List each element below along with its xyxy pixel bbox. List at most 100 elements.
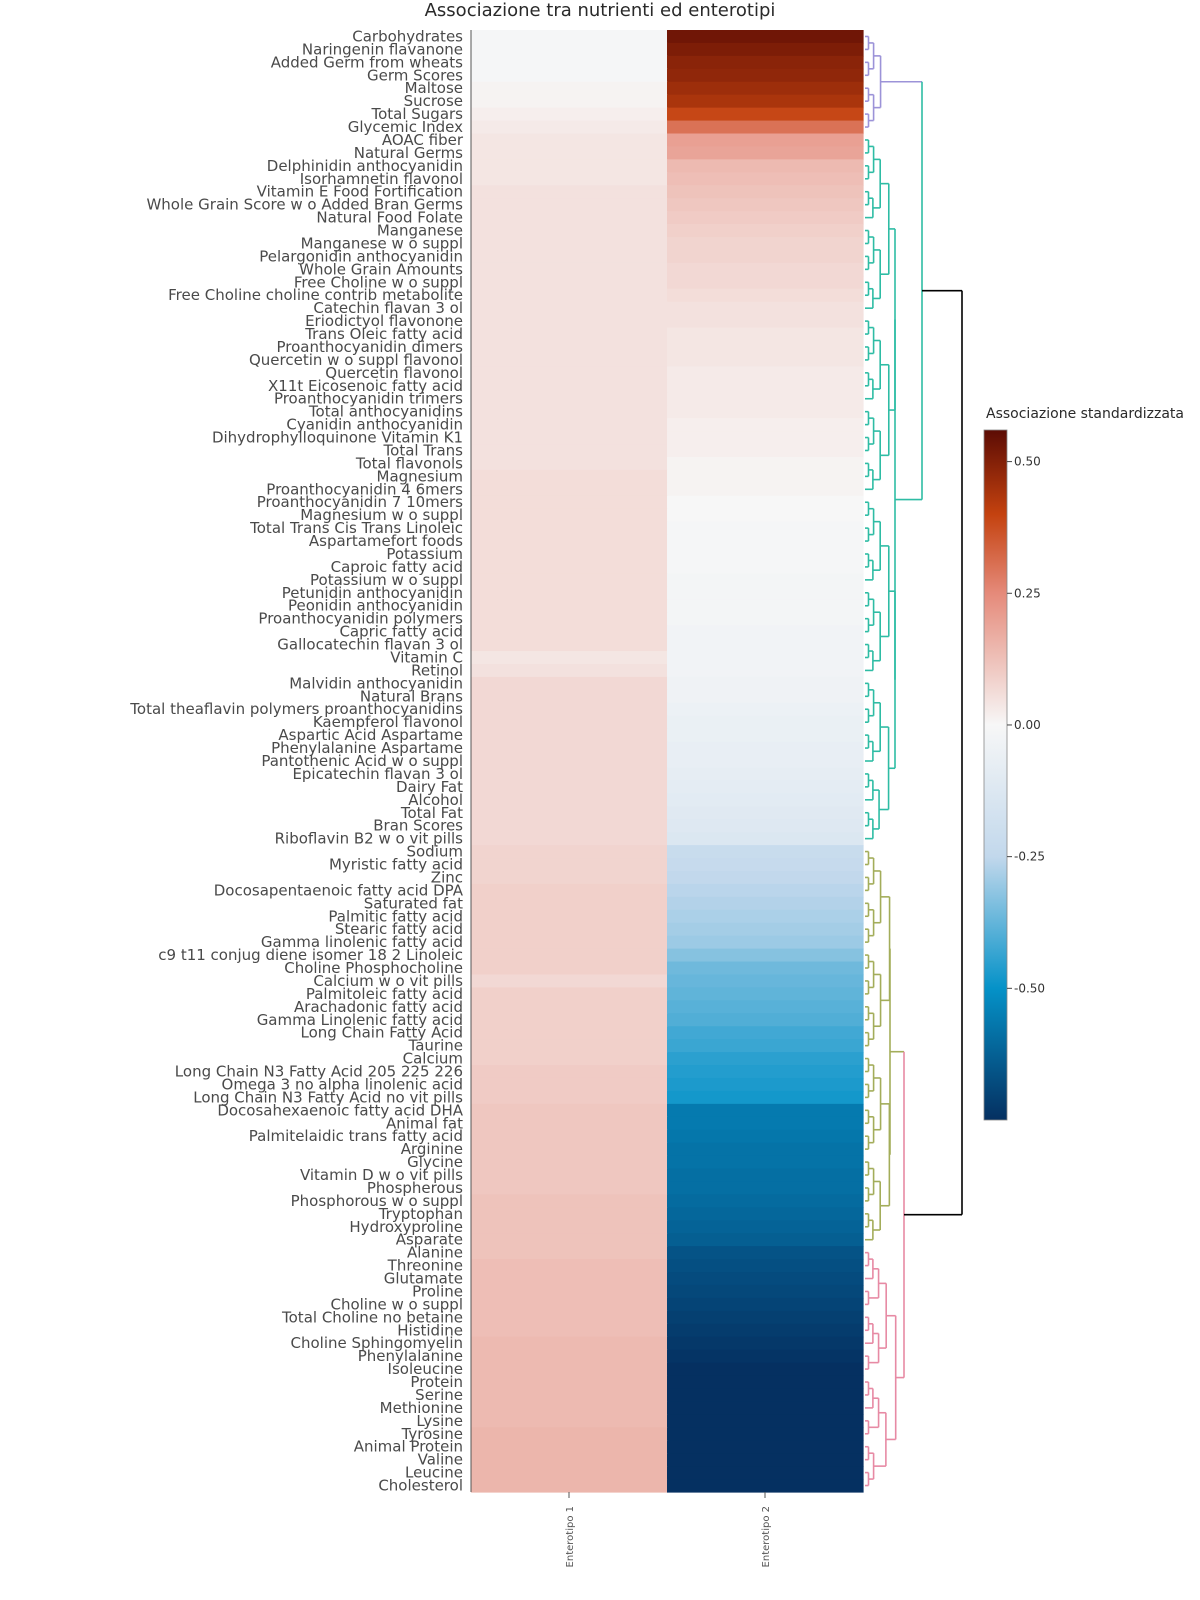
heatmap-cell [471, 1349, 668, 1364]
heatmap-cell [471, 1479, 668, 1493]
heatmap-cell [667, 935, 864, 950]
heatmap-cell [667, 1323, 864, 1338]
heatmap-cell [471, 1013, 668, 1027]
row-label: Isoleucine [388, 1360, 463, 1378]
heatmap-cell [471, 55, 668, 70]
heatmap-cell [471, 1284, 668, 1299]
heatmap-cell [667, 327, 864, 342]
row-label: Total Fat [400, 804, 463, 822]
heatmap-cell [667, 896, 864, 911]
row-label: Serine [415, 1386, 463, 1404]
row-label: Phenylalanine Aspartame [271, 739, 463, 757]
heatmap-cell [471, 1388, 668, 1403]
row-label: Lysine [416, 1412, 463, 1430]
row-label: Natural Food Folate [316, 209, 463, 227]
heatmap-cell [667, 1272, 864, 1286]
heatmap-cell [471, 935, 668, 950]
row-label: Total Sugars [370, 105, 463, 123]
heatmap-cell [667, 870, 864, 885]
row-label: Dairy Fat [396, 778, 463, 796]
heatmap-cell [471, 392, 668, 406]
row-label: Calcium [403, 1050, 463, 1068]
heatmap-cell [667, 1168, 864, 1183]
row-label: Naringenin flavanone [302, 40, 463, 58]
row-label: Capric fatty acid [339, 623, 463, 641]
row-label: Saturated fat [364, 894, 463, 912]
heatmap-cell [471, 534, 668, 549]
heatmap-cell [471, 521, 668, 536]
row-label: Cyanidin anthocyanidin [286, 416, 463, 434]
row-label: Tyrosine [401, 1425, 463, 1443]
heatmap-cell [471, 1181, 668, 1196]
heatmap-cell [667, 211, 864, 225]
heatmap-cell [667, 146, 864, 160]
row-label: Aspartic Acid Aspartame [278, 726, 463, 744]
heatmap-cell [667, 974, 864, 989]
heatmap-cell [471, 1155, 668, 1170]
heatmap-cell [667, 495, 864, 510]
heatmap-cell [471, 456, 668, 471]
row-label: Natural Germs [354, 144, 463, 162]
heatmap-cell [471, 1116, 668, 1131]
heatmap-cell [471, 1103, 668, 1118]
row-label: Total Choline no betaine [281, 1308, 463, 1326]
heatmap-cell [667, 42, 864, 57]
heatmap-cell [471, 133, 668, 148]
row-label: Eriodictyol flavonone [305, 312, 463, 330]
heatmap-cell [667, 1181, 864, 1196]
heatmap-cell [667, 133, 864, 148]
row-label: Whole Grain Score w o Added Bran Germs [146, 196, 463, 214]
heatmap-cell [667, 94, 864, 109]
row-label: Docosahexaenoic fatty acid DHA [217, 1101, 463, 1119]
heatmap-cell [471, 159, 668, 173]
heatmap-cell [471, 1259, 668, 1273]
row-label: Sodium [406, 843, 463, 861]
heatmap-cell [667, 1414, 864, 1428]
dendrogram [865, 35, 963, 1487]
heatmap-cell [667, 521, 864, 536]
heatmap-cell [667, 1077, 864, 1092]
row-label: Quercetin flavonol [325, 364, 463, 382]
heatmap-cell [667, 1427, 864, 1441]
heatmap-cell [471, 793, 668, 807]
heatmap-cell [471, 922, 668, 937]
heatmap-cell [667, 431, 864, 445]
heatmap-cell [667, 172, 864, 186]
heatmap-cell [667, 1142, 864, 1157]
heatmap-cell [667, 288, 864, 303]
heatmap-cell [471, 211, 668, 225]
heatmap-cell [471, 1375, 668, 1390]
row-label: Proanthocyanidin dimers [276, 338, 463, 356]
heatmap-cell [471, 262, 668, 277]
heatmap-cell [667, 340, 864, 355]
heatmap-cell [471, 301, 668, 316]
heatmap-cell [667, 651, 864, 665]
row-label: Proanthocyanidin polymers [258, 610, 463, 628]
row-label: Zinc [431, 868, 463, 886]
heatmap-cell [471, 1142, 668, 1157]
heatmap-cell [667, 1246, 864, 1260]
heatmap-cell [667, 689, 864, 704]
row-label: Natural Brans [360, 687, 463, 705]
heatmap-cell [471, 366, 668, 380]
heatmap-cell [471, 249, 668, 264]
heatmap-cell [667, 767, 864, 782]
row-label: Long Chain N3 Fatty Acid no vit pills [193, 1088, 463, 1106]
heatmap-cell [667, 469, 864, 484]
row-label: Bran Scores [373, 817, 463, 835]
heatmap-cell [667, 444, 864, 458]
row-label: Germ Scores [367, 66, 463, 84]
heatmap-cell [667, 508, 864, 523]
row-label: Tryptophan [378, 1205, 463, 1223]
row-label: Kaempferol flavonol [313, 713, 463, 731]
heatmap-cell [471, 1129, 668, 1144]
row-label: Docosapentaenoic fatty acid DPA [214, 881, 464, 899]
heatmap-cell [471, 780, 668, 794]
colorbar-title: Associazione standardizzata [986, 406, 1184, 422]
heatmap-cell [667, 1116, 864, 1131]
heatmap-cell [471, 961, 668, 976]
heatmap-cell [471, 1336, 668, 1351]
heatmap-cell [667, 1284, 864, 1299]
heatmap-cell [667, 68, 864, 83]
heatmap-cell [471, 896, 668, 911]
